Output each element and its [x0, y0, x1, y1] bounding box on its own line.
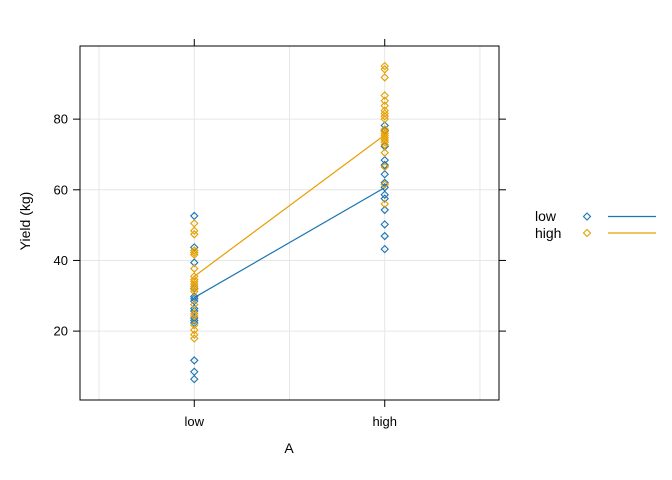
data-point-high — [189, 281, 199, 291]
data-point-low — [189, 374, 199, 384]
data-point-low — [380, 160, 390, 170]
data-point-high — [189, 330, 199, 339]
data-point-high — [380, 65, 390, 74]
data-point-high — [380, 148, 390, 157]
mean-line-high — [193, 134, 386, 277]
data-point-high — [380, 112, 390, 121]
data-point-high — [189, 226, 199, 236]
legend-label-low: low — [535, 208, 557, 224]
data-point-high — [189, 284, 199, 294]
data-point-high — [189, 325, 199, 335]
data-point-low — [380, 205, 390, 215]
y-tick-label: 40 — [54, 253, 68, 268]
y-tick-label: 80 — [54, 112, 68, 127]
data-point-high — [189, 230, 199, 239]
y-axis-title: Yield (kg) — [17, 191, 33, 251]
x-tick-label: low — [185, 414, 205, 429]
x-tick-label: high — [372, 414, 397, 429]
data-point-low — [380, 194, 390, 203]
data-point-high — [189, 250, 199, 260]
data-point-low — [189, 292, 199, 301]
data-point-high — [380, 135, 390, 145]
data-point-low — [380, 220, 390, 229]
data-point-legend-low — [582, 212, 592, 221]
data-point-high — [189, 311, 199, 321]
data-point-high — [380, 180, 390, 189]
data-point-legend-high — [582, 228, 592, 238]
mean-line-low — [193, 187, 386, 299]
x-axis-title: A — [284, 440, 294, 456]
data-point-high — [380, 162, 390, 172]
data-point-high — [189, 248, 199, 257]
y-tick-label: 20 — [54, 324, 68, 339]
data-point-high — [380, 61, 390, 71]
data-point-high — [380, 109, 390, 118]
data-point-low — [189, 316, 199, 325]
data-point-high — [189, 300, 199, 309]
data-point-low — [380, 121, 390, 130]
data-point-low — [189, 356, 199, 365]
data-point-low — [189, 294, 199, 303]
data-point-high — [380, 137, 390, 147]
data-point-high — [189, 246, 199, 255]
data-point-high — [380, 73, 390, 82]
data-point-high — [380, 91, 390, 100]
data-point-high — [189, 320, 199, 330]
data-point-low — [380, 169, 390, 179]
data-point-high — [380, 199, 390, 209]
data-point-low — [380, 231, 390, 241]
data-point-low — [380, 244, 390, 254]
data-point-high — [189, 334, 199, 343]
data-point-high — [189, 287, 199, 296]
data-point-low — [380, 178, 390, 188]
plot-border — [79, 45, 500, 401]
data-point-high — [380, 114, 390, 124]
data-point-high — [380, 96, 390, 106]
data-point-high — [380, 106, 390, 115]
data-point-low — [380, 190, 390, 200]
data-point-high — [189, 309, 199, 318]
legend-label-high: high — [535, 225, 562, 241]
y-tick-label: 60 — [54, 182, 68, 197]
data-point-low — [189, 258, 199, 267]
